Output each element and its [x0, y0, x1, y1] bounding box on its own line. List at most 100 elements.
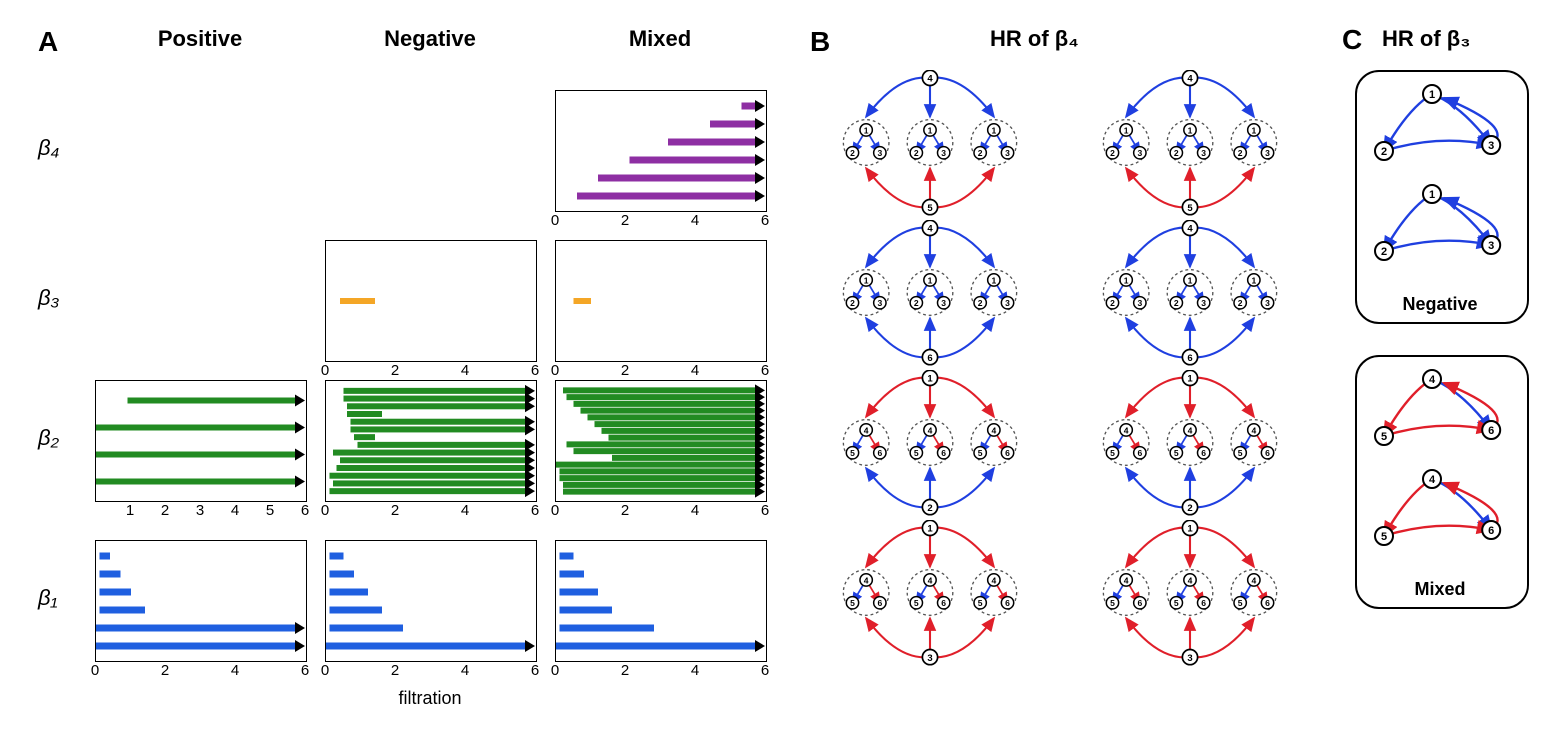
svg-text:1: 1 [991, 125, 996, 135]
svg-text:6: 6 [877, 598, 882, 608]
svg-text:6: 6 [1201, 598, 1206, 608]
hr-motif-r0-c1: 12312312345 [1068, 70, 1328, 220]
svg-text:3: 3 [1488, 140, 1494, 152]
hr-motif-r0-c0: 12312312345 [808, 70, 1068, 220]
barcode-b2-col1 [325, 380, 537, 502]
xticks: 0246 [325, 662, 535, 680]
svg-text:5: 5 [1381, 531, 1387, 543]
svg-text:6: 6 [1187, 353, 1192, 364]
barcode-b2-col2 [555, 380, 767, 502]
hr-motif-r3-c1: 45645645613 [1068, 520, 1328, 670]
svg-text:2: 2 [1110, 148, 1115, 158]
svg-text:4: 4 [1188, 575, 1193, 585]
svg-text:3: 3 [877, 148, 882, 158]
svg-text:6: 6 [877, 448, 882, 458]
svg-text:3: 3 [1201, 298, 1206, 308]
xticks: 123456 [95, 502, 305, 520]
svg-text:6: 6 [1201, 448, 1206, 458]
svg-text:6: 6 [941, 448, 946, 458]
xticks: 0246 [325, 362, 535, 380]
panel-c-title: HR of β₃ [1382, 26, 1470, 52]
svg-text:2: 2 [1238, 298, 1243, 308]
svg-text:3: 3 [941, 148, 946, 158]
svg-text:2: 2 [1174, 148, 1179, 158]
svg-text:1: 1 [864, 275, 869, 285]
svg-text:2: 2 [850, 298, 855, 308]
svg-text:1: 1 [1429, 189, 1435, 201]
barcode-b3-col2 [555, 240, 767, 362]
svg-text:4: 4 [1124, 425, 1129, 435]
svg-text:5: 5 [927, 203, 933, 214]
svg-text:5: 5 [1381, 431, 1387, 443]
barcode-b4-col2 [555, 90, 767, 212]
svg-text:6: 6 [1137, 598, 1142, 608]
panel-b-title: HR of β₄ [990, 26, 1079, 52]
svg-text:5: 5 [1110, 448, 1115, 458]
svg-text:1: 1 [1251, 275, 1256, 285]
svg-text:1: 1 [1188, 125, 1193, 135]
hr3-caption: Mixed [1355, 579, 1525, 600]
svg-text:4: 4 [864, 425, 869, 435]
svg-text:5: 5 [1174, 598, 1179, 608]
svg-text:4: 4 [928, 575, 933, 585]
svg-text:5: 5 [1110, 598, 1115, 608]
svg-text:4: 4 [1187, 224, 1193, 235]
svg-text:3: 3 [1005, 148, 1010, 158]
svg-text:4: 4 [1251, 425, 1256, 435]
svg-text:2: 2 [978, 148, 983, 158]
svg-text:1: 1 [1124, 125, 1129, 135]
svg-text:5: 5 [914, 448, 919, 458]
svg-text:4: 4 [864, 575, 869, 585]
svg-text:1: 1 [1188, 275, 1193, 285]
svg-text:5: 5 [978, 448, 983, 458]
svg-text:3: 3 [1265, 298, 1270, 308]
svg-text:3: 3 [1201, 148, 1206, 158]
svg-text:2: 2 [1238, 148, 1243, 158]
xticks: 0246 [325, 502, 535, 520]
col-title-mixed: Mixed [555, 26, 765, 52]
svg-text:1: 1 [991, 275, 996, 285]
svg-text:3: 3 [1005, 298, 1010, 308]
hr-motif-r1-c1: 12312312346 [1068, 220, 1328, 370]
xticks: 0246 [555, 502, 765, 520]
svg-text:5: 5 [1187, 203, 1193, 214]
barcode-b1-col1 [325, 540, 537, 662]
hr3-caption: Negative [1355, 294, 1525, 315]
svg-text:4: 4 [928, 425, 933, 435]
svg-text:4: 4 [1429, 374, 1436, 386]
svg-text:5: 5 [850, 598, 855, 608]
svg-text:4: 4 [1251, 575, 1256, 585]
svg-text:2: 2 [850, 148, 855, 158]
svg-text:5: 5 [1238, 598, 1243, 608]
panel-c-label: C [1342, 24, 1362, 56]
x-axis-title: filtration [325, 688, 535, 709]
svg-text:1: 1 [1124, 275, 1129, 285]
svg-text:6: 6 [1137, 448, 1142, 458]
xticks: 0246 [555, 362, 765, 380]
panel-a-label: A [38, 26, 58, 58]
svg-text:3: 3 [877, 298, 882, 308]
svg-text:4: 4 [1124, 575, 1129, 585]
row-label-b1: β₁ [38, 585, 58, 611]
row-label-b3: β₃ [38, 285, 59, 311]
col-title-positive: Positive [95, 26, 305, 52]
svg-text:1: 1 [1251, 125, 1256, 135]
svg-text:2: 2 [927, 503, 932, 514]
svg-text:6: 6 [1488, 425, 1494, 437]
svg-text:2: 2 [914, 298, 919, 308]
svg-text:1: 1 [1187, 524, 1193, 535]
svg-text:5: 5 [1174, 448, 1179, 458]
svg-text:2: 2 [1187, 503, 1192, 514]
hr-motif-r2-c0: 45645645612 [808, 370, 1068, 520]
svg-text:3: 3 [941, 298, 946, 308]
xticks: 0246 [555, 662, 765, 680]
svg-text:1: 1 [927, 524, 933, 535]
svg-text:1: 1 [1429, 89, 1435, 101]
svg-text:5: 5 [914, 598, 919, 608]
row-label-b4: β₄ [38, 135, 59, 161]
svg-text:1: 1 [928, 125, 933, 135]
svg-text:1: 1 [864, 125, 869, 135]
svg-text:3: 3 [1137, 298, 1142, 308]
svg-text:3: 3 [1488, 240, 1494, 252]
svg-text:6: 6 [927, 353, 932, 364]
